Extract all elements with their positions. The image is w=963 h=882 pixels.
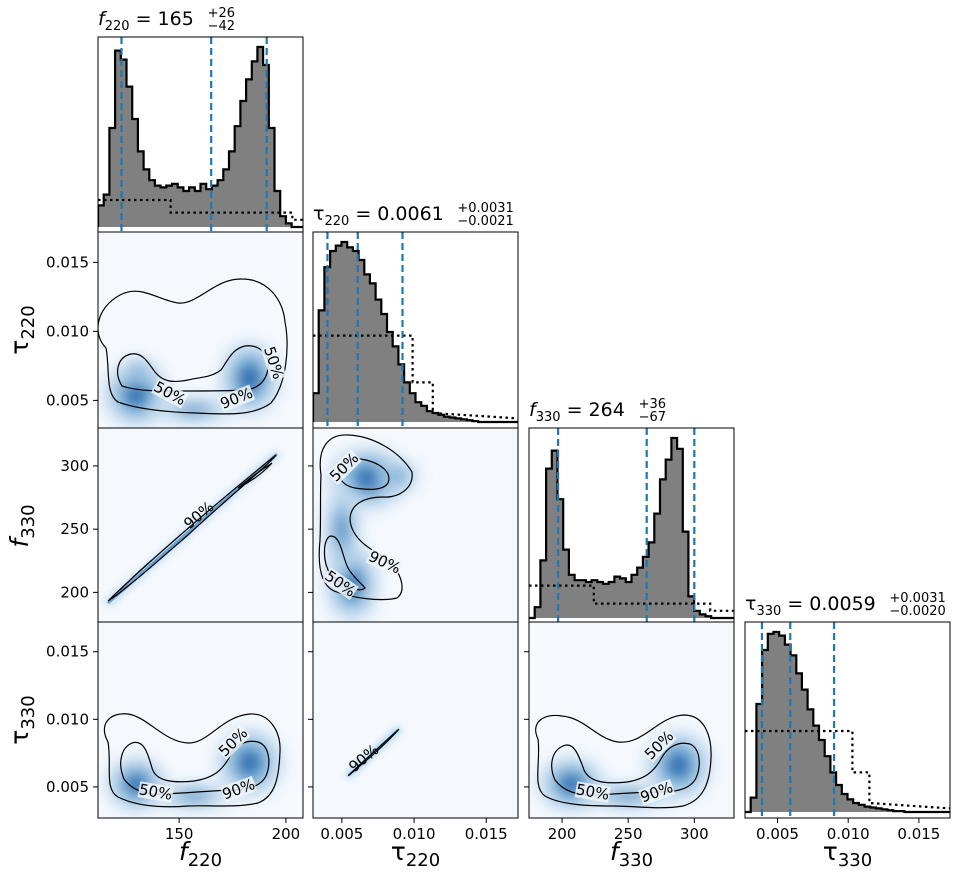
- y-axis-label-tau220: τ220: [5, 305, 39, 354]
- contour-label-bg: [574, 781, 611, 803]
- contour-label-bg: [637, 778, 676, 806]
- contour-50: [119, 559, 153, 591]
- x-tick-label-f220: 200: [272, 825, 301, 843]
- prior-f330: [529, 584, 734, 612]
- density-core: [130, 363, 147, 377]
- panel-title-upper-tau330: +0.0031: [889, 591, 945, 606]
- histogram-outline-tau220: [313, 240, 518, 424]
- panel-title-lower-f220: −42: [208, 19, 235, 34]
- panel-title-lower-tau220: −0.0021: [457, 214, 513, 229]
- y-tick-label-f330: 200: [60, 583, 89, 601]
- panel-tau330-vs-f330: 50% 90%50%200 250 300: [524, 621, 735, 843]
- contour-label-bg: [215, 724, 251, 760]
- density-core: [238, 363, 261, 393]
- panel-title-upper-f330: +36: [639, 397, 666, 412]
- y-tick-label-tau220: 0.005: [46, 391, 89, 409]
- histogram-fill-f330: [529, 438, 734, 618]
- contour-90: [98, 278, 288, 415]
- density-core: [666, 751, 691, 779]
- contour-label-bg: [137, 781, 174, 803]
- contour-50: [237, 462, 273, 489]
- y-tick-label-tau330: 0.010: [46, 710, 89, 728]
- x-tick-label-tau220: 0.015: [465, 825, 508, 843]
- contour-label-bg: [321, 567, 359, 601]
- x-tick-label-tau220: 0.005: [320, 825, 363, 843]
- x-axis-label-tau330: τ330: [823, 837, 872, 871]
- panel-tau330-vs-tau220: 90%0.005 0.010 0.015: [308, 621, 519, 843]
- x-axis-label-f220: f220: [179, 837, 222, 871]
- x-tick-label-tau330: 0.015: [897, 825, 940, 843]
- histogram-outline-f220: [98, 45, 303, 229]
- contour-90: [535, 714, 712, 809]
- density-background: [313, 622, 518, 818]
- y-tick-label-f330: 300: [60, 457, 89, 475]
- x-tick-label-tau330: 0.005: [756, 825, 799, 843]
- contour-label-50: 50%: [575, 780, 611, 804]
- panel-title-tau330: τ330 = 0.0059: [745, 593, 876, 619]
- x-tick-label-tau220: 0.010: [393, 825, 436, 843]
- panel-title-lower-tau330: −0.0020: [889, 604, 945, 619]
- panel-f330-vs-f330: f330 = 264 +36−67: [528, 397, 735, 629]
- x-axis-label-tau220: τ220: [391, 837, 440, 871]
- contour-label-bg: [326, 449, 362, 485]
- density-core: [390, 468, 409, 484]
- histogram-outline-f330: [529, 436, 734, 620]
- panel-f330-vs-tau220: 50%90%50%: [308, 427, 519, 629]
- y-axis-label-tau330: τ330: [5, 695, 39, 744]
- density-core: [237, 749, 262, 777]
- panel-frame: [312, 621, 519, 819]
- x-axis-label-f330: f330: [610, 837, 653, 871]
- contour-label-50: 50%: [138, 780, 174, 804]
- contour-90: [347, 728, 400, 777]
- histogram-fill-f220: [98, 47, 303, 227]
- contour-50: [551, 742, 700, 796]
- x-tick-label-f220: 150: [165, 825, 194, 843]
- contour-label-bg: [219, 775, 258, 803]
- contour-label-bg: [151, 378, 189, 409]
- x-tick-label-f330: 300: [680, 825, 709, 843]
- panel-tau330-vs-tau330: τ330 = 0.0059 +0.0031−0.0020 0.005 0.010 0.0…: [744, 591, 951, 843]
- contour-label-bg: [217, 384, 256, 413]
- histogram-fill-tau330: [745, 632, 950, 812]
- panel-title-lower-f330: −67: [639, 410, 666, 425]
- x-tick-label-f330: 200: [548, 825, 577, 843]
- histogram-fill-tau220: [313, 242, 518, 422]
- prior-tau330: [745, 729, 950, 810]
- prior-f220: [98, 198, 303, 221]
- panel-title-upper-f220: +26: [208, 6, 235, 21]
- panel-f220-vs-f220: f220 = 165 +26−42: [97, 6, 304, 238]
- panel-frame: [97, 621, 304, 819]
- contour-50: [117, 345, 270, 392]
- contour-label-bg: [641, 727, 677, 763]
- histogram-outline-tau330: [745, 630, 950, 814]
- y-tick-label-f330: 250: [60, 520, 89, 538]
- y-tick-label-tau220: 0.010: [46, 322, 89, 340]
- y-axis-label-f330: f330: [5, 504, 39, 547]
- y-tick-label-tau330: 0.005: [46, 778, 89, 796]
- density-core: [334, 511, 350, 548]
- y-tick-label-tau220: 0.015: [46, 253, 89, 271]
- prior-tau220: [313, 334, 518, 420]
- panel-frame: [528, 621, 735, 819]
- panel-frame: [744, 621, 951, 819]
- contour-label-bg: [365, 547, 404, 577]
- panel-tau220-vs-tau220: τ220 = 0.0061 +0.0031−0.0021: [312, 201, 519, 433]
- y-tick-label-tau330: 0.015: [46, 643, 89, 661]
- contour-90: [103, 713, 281, 808]
- panel-title-tau220: τ220 = 0.0061: [313, 203, 444, 229]
- x-tick-label-f330: 250: [614, 825, 643, 843]
- contour-label-bg: [260, 344, 287, 382]
- contour-90: [318, 434, 413, 601]
- panel-title-f220: f220 = 165: [98, 8, 194, 34]
- panel-title-f330: f330 = 264: [529, 399, 625, 425]
- panel-title-upper-tau220: +0.0031: [457, 201, 513, 216]
- x-tick-label-tau330: 0.010: [827, 825, 870, 843]
